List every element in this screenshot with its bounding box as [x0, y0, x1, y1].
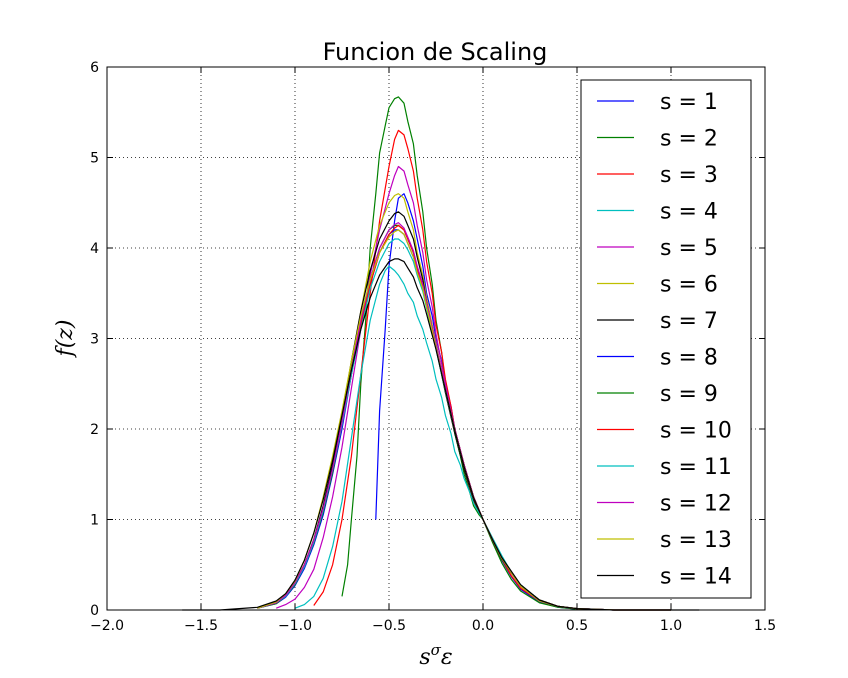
y-tick-label: 4	[90, 241, 99, 257]
legend-label: s = 10	[660, 419, 732, 444]
x-tick-label: −0.5	[372, 618, 406, 634]
series-line-s3	[313, 129, 671, 611]
x-axis-label-superscript: σ	[431, 641, 442, 659]
legend-label: s = 7	[660, 309, 718, 334]
legend-entry: s = 9	[597, 382, 718, 407]
legend-label: s = 2	[660, 127, 718, 152]
x-axis-label: sσε	[419, 641, 452, 670]
legend-label: s = 4	[660, 200, 718, 225]
legend-label: s = 5	[660, 236, 718, 261]
legend: s = 1 s = 2 s = 3 s = 4 s = 5 s = 6 s = 7 s = 8…	[580, 79, 752, 599]
x-tick-label: 1.5	[754, 618, 776, 634]
y-tick-label: 3	[90, 332, 99, 348]
legend-label: s = 12	[660, 492, 732, 517]
legend-label: s = 11	[660, 455, 732, 480]
legend-entry: s = 12	[597, 492, 732, 517]
chart-title: Funcion de Scaling	[323, 38, 548, 66]
legend-entries: s = 1 s = 2 s = 3 s = 4 s = 5 s = 6 s = 7 s = 8…	[597, 90, 732, 590]
legend-label: s = 1	[660, 90, 718, 115]
legend-entry: s = 1	[597, 90, 718, 115]
y-tick-label: 2	[90, 422, 99, 438]
x-tick-labels: −2.0 −1.5 −1.0 −0.5 0.0 0.5 1.0 1.5	[90, 618, 776, 634]
y-tick-label: 0	[90, 603, 99, 619]
y-tick-labels: 0 1 2 3 4 5 6	[90, 60, 99, 619]
legend-label: s = 14	[660, 565, 732, 590]
legend-entry: s = 2	[597, 127, 718, 152]
legend-entry: s = 13	[597, 528, 732, 553]
legend-entry: s = 10	[597, 419, 732, 444]
y-tick-label: 1	[90, 513, 99, 529]
legend-label: s = 6	[660, 273, 718, 298]
x-tick-label: −2.0	[90, 618, 124, 634]
series-line-s14	[182, 258, 700, 611]
y-tick-label: 6	[90, 60, 99, 76]
legend-entry: s = 4	[597, 200, 718, 225]
x-tick-label: 0.5	[566, 618, 588, 634]
legend-entry: s = 11	[597, 455, 732, 480]
legend-label: s = 13	[660, 528, 732, 553]
legend-entry: s = 8	[597, 346, 718, 371]
legend-entry: s = 14	[597, 565, 732, 590]
x-tick-label: 0.0	[472, 618, 494, 634]
legend-label: s = 8	[660, 346, 718, 371]
x-tick-label: 1.0	[660, 618, 682, 634]
legend-entry: s = 7	[597, 309, 718, 334]
legend-entry: s = 5	[597, 236, 718, 261]
y-axis-label: f(z)	[53, 320, 78, 359]
x-axis-label-tail: ε	[441, 645, 453, 670]
series-lines	[182, 96, 700, 611]
y-tick-label: 5	[90, 151, 99, 167]
x-axis-label-base: s	[419, 645, 430, 670]
legend-box	[580, 79, 752, 599]
legend-label: s = 9	[660, 382, 718, 407]
legend-label: s = 3	[660, 163, 718, 188]
x-tick-label: −1.0	[278, 618, 312, 634]
series-line-s2	[341, 96, 671, 611]
legend-entry: s = 3	[597, 163, 718, 188]
x-tick-label: −1.5	[184, 618, 218, 634]
legend-entry: s = 6	[597, 273, 718, 298]
axis-ticks	[106, 66, 766, 611]
